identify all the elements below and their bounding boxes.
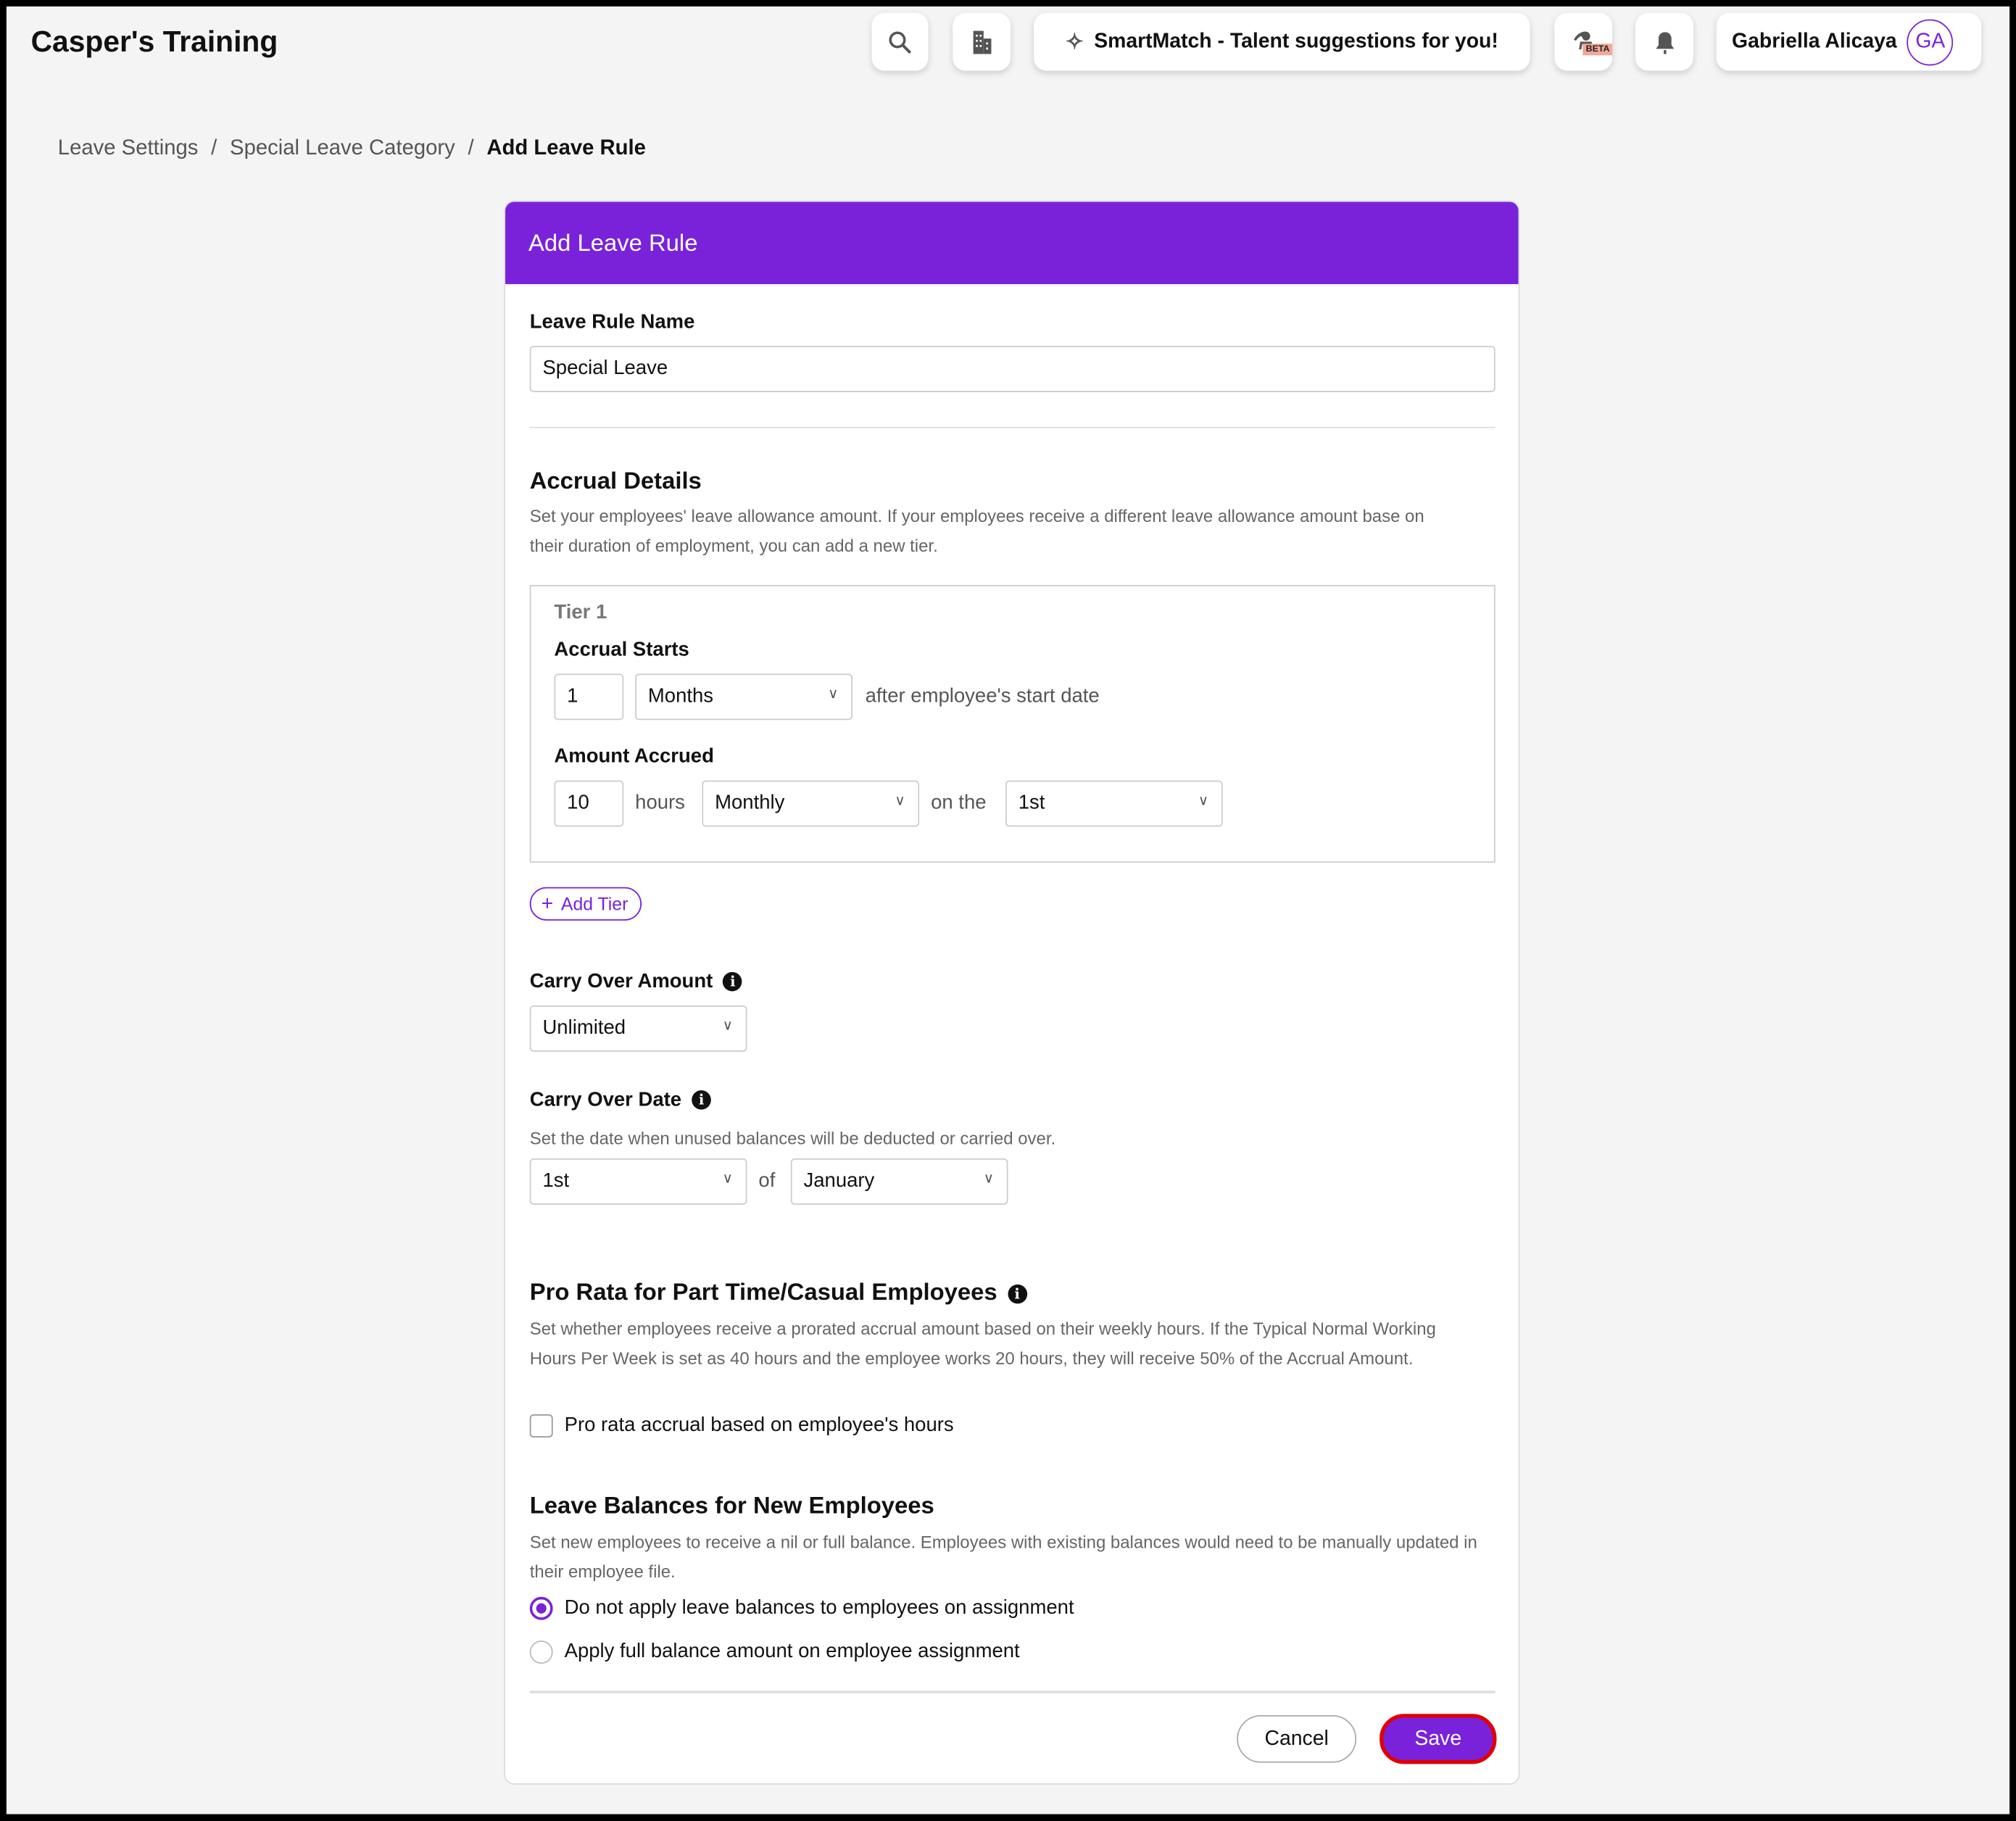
radio-full-balance[interactable] [529,1640,553,1664]
carry-over-month-select[interactable]: January ∨ [790,1158,1008,1205]
breadcrumb-current: Add Leave Rule [486,136,646,159]
amount-accrued-input[interactable]: 10 [554,780,624,827]
accrual-details-desc: Set your employees' leave allowance amou… [529,506,1424,555]
add-tier-button[interactable]: + Add Tier [529,887,642,921]
on-the-label: on the [931,792,987,814]
info-icon[interactable]: i [723,971,743,992]
add-leave-rule-card: Add Leave Rule Leave Rule Name Special L… [504,200,1520,1785]
leave-rule-name-input[interactable]: Special Leave [529,346,1496,392]
avatar: GA [1907,18,1954,65]
pro-rata-title: Pro Rata for Part Time/Casual Employees i [530,1278,1027,1306]
accrual-starts-unit-select[interactable]: Months ∨ [635,673,853,721]
info-icon[interactable]: i [1007,1284,1027,1304]
pro-rata-checkbox[interactable] [529,1414,553,1438]
user-menu[interactable]: Gabriella Alicaya GA [1716,12,1982,71]
company-button[interactable] [953,12,1011,71]
radio-full-balance-label[interactable]: Apply full balance amount on employee as… [564,1640,1020,1663]
chevron-down-icon: ∨ [895,793,905,809]
beta-badge: BETA [1583,43,1613,56]
info-icon[interactable]: i [692,1090,711,1110]
bell-icon [1655,31,1674,54]
leave-rule-name-label: Leave Rule Name [529,311,695,333]
chevron-down-icon: ∨ [1198,793,1209,809]
accrual-starts-input[interactable]: 1 [554,673,624,721]
notifications-button[interactable] [1635,12,1693,71]
page: Casper's Training ✧ SmartMatch - Talent … [6,6,2010,1814]
labs-button[interactable]: ⚗ BETA [1554,12,1613,71]
building-icon [972,30,991,54]
sparkle-icon: ✧ [1065,28,1084,54]
smartmatch-label: SmartMatch - Talent suggestions for you! [1094,30,1498,52]
breadcrumb-special-leave-category[interactable]: Special Leave Category [230,136,455,159]
smartmatch-button[interactable]: ✧ SmartMatch - Talent suggestions for yo… [1033,12,1530,71]
starts-suffix: after employee's start date [865,685,1100,708]
accrual-starts-label: Accrual Starts [554,639,689,661]
pro-rata-desc: Set whether employees receive a prorated… [529,1319,1436,1368]
chevron-down-icon: ∨ [983,1171,994,1187]
hours-label: hours [635,792,685,814]
search-button[interactable] [871,12,929,71]
pro-rata-checkbox-label[interactable]: Pro rata accrual based on employee's hou… [564,1414,954,1437]
chevron-down-icon: ∨ [722,1018,733,1034]
radio-no-balance-label[interactable]: Do not apply leave balances to employees… [564,1596,1074,1619]
select-value: Monthly [715,792,785,814]
select-value: 1st [542,1169,570,1192]
carry-over-day-select[interactable]: 1st ∨ [529,1158,747,1205]
carry-over-date-label: Carry Over Date i [530,1089,711,1112]
tier-label: Tier 1 [554,602,607,624]
radio-no-balance[interactable] [529,1596,553,1620]
add-tier-label: Add Tier [560,893,629,915]
leave-balances-desc: Set new employees to receive a nil or fu… [529,1532,1477,1581]
of-label: of [758,1169,776,1192]
save-button[interactable]: Save [1380,1714,1497,1764]
select-value: January [803,1169,875,1192]
day-select[interactable]: 1st ∨ [1005,780,1223,827]
card-title: Add Leave Rule [505,202,1519,284]
leave-balances-title: Leave Balances for New Employees [529,1491,934,1519]
select-value: 1st [1018,792,1045,814]
plus-icon: + [541,893,554,916]
select-value: Unlimited [542,1016,626,1040]
chevron-down-icon: ∨ [722,1171,733,1187]
cancel-button[interactable]: Cancel [1237,1714,1357,1763]
select-value: Months [647,685,714,708]
carry-over-amount-select[interactable]: Unlimited ∨ [529,1005,747,1052]
carry-over-date-desc: Set the date when unused balances will b… [529,1129,1056,1148]
breadcrumb: Leave Settings / Special Leave Category / … [57,136,646,159]
amount-accrued-label: Amount Accrued [554,745,714,768]
breadcrumb-leave-settings[interactable]: Leave Settings [57,136,199,159]
frequency-select[interactable]: Monthly ∨ [702,780,920,827]
search-icon [889,30,912,54]
chevron-down-icon: ∨ [828,686,839,702]
tier-1-box: Tier 1 Accrual Starts 1 Months ∨ after em… [529,584,1496,863]
user-name: Gabriella Alicaya [1732,30,1897,52]
flask-icon: ⚗ BETA [1573,28,1613,56]
app-title: Casper's Training [30,24,278,58]
carry-over-amount-label: Carry Over Amount i [530,971,743,994]
accrual-details-title: Accrual Details [529,466,702,494]
